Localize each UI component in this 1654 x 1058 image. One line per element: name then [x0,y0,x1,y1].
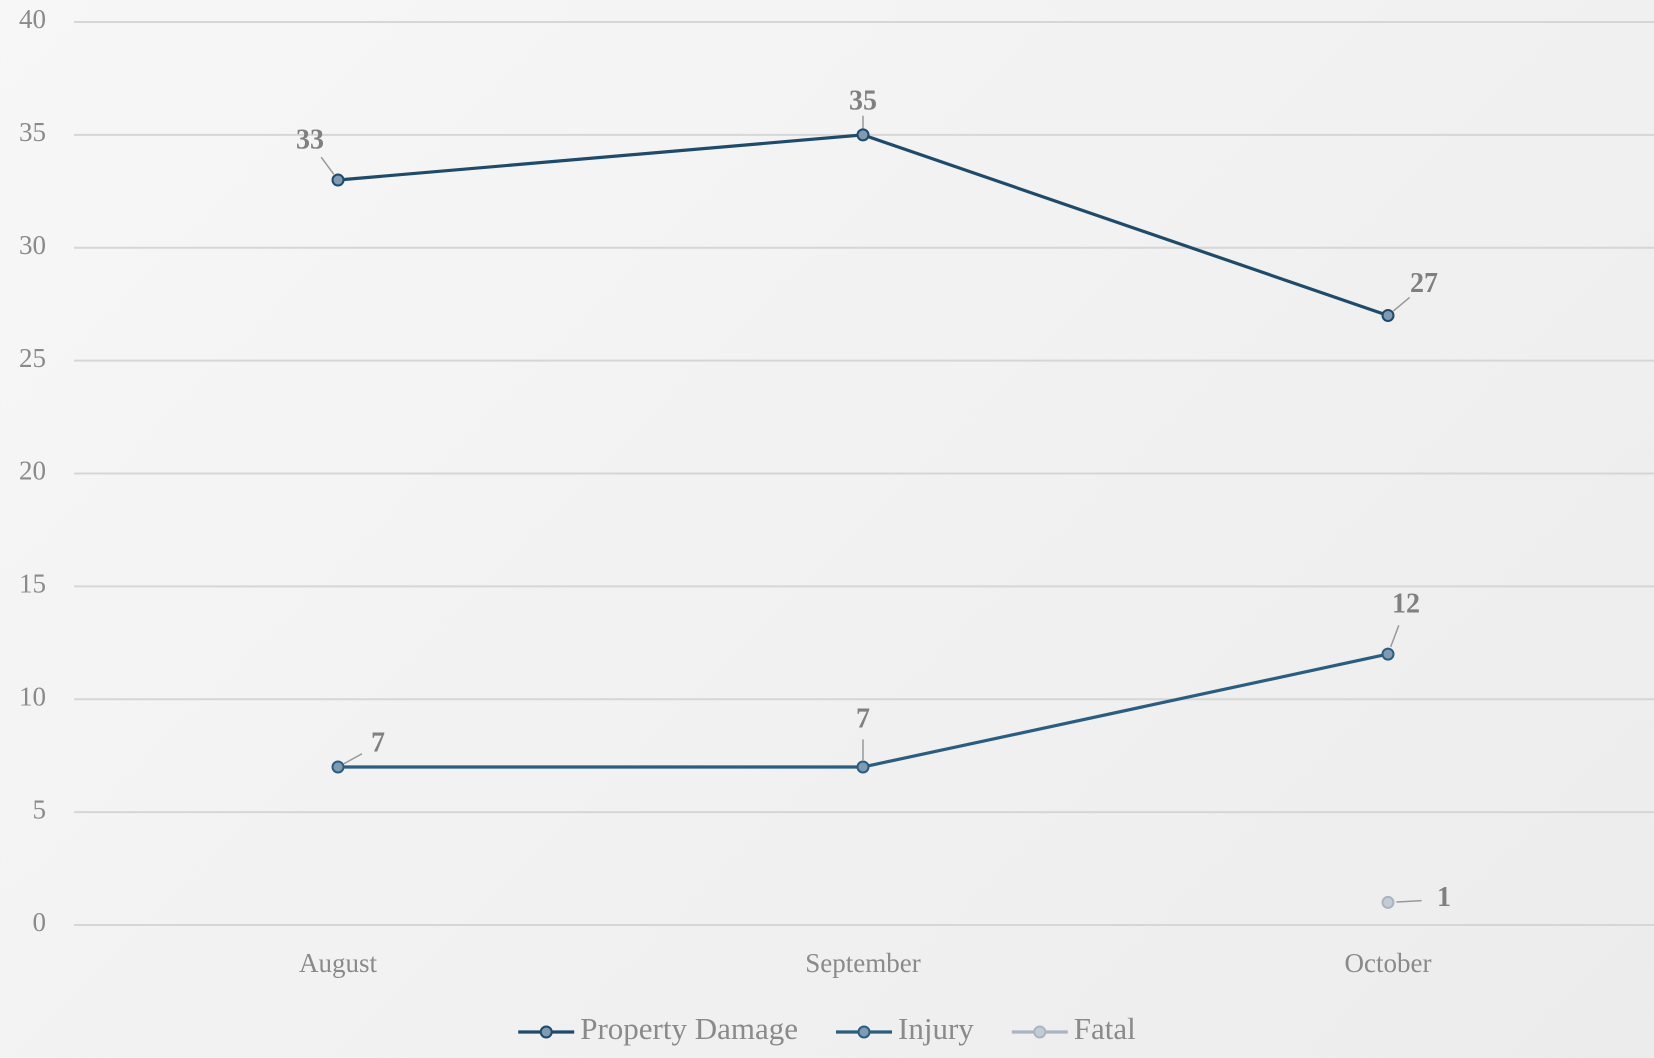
y-tick-label: 25 [19,343,46,373]
legend-label: Property Damage [580,1011,798,1046]
legend-label: Fatal [1074,1011,1136,1046]
leader-line [1392,296,1411,312]
data-point [856,128,870,142]
data-point [1381,647,1395,661]
y-tick-label: 35 [19,117,46,147]
data-point [1381,308,1395,322]
y-tick-label: 5 [33,794,47,824]
data-label: 33 [296,124,324,155]
data-label: 27 [1410,268,1438,299]
data-point [856,760,870,774]
data-point [331,173,345,187]
leader-line [1389,625,1400,648]
data-label: 7 [371,727,385,758]
legend-marker [857,1025,871,1039]
leader-line [1396,899,1422,903]
x-tick-label: September [805,948,920,978]
x-tick-label: October [1345,948,1432,978]
legend-label: Injury [898,1011,974,1046]
data-label: 1 [1437,882,1451,913]
leader-line [343,753,363,765]
y-tick-label: 0 [33,907,47,937]
data-point [1381,895,1395,909]
leader-line [320,156,335,175]
series-line [337,133,1389,317]
legend-marker [539,1025,553,1039]
x-tick-label: August [299,948,378,978]
legend-marker [1033,1025,1047,1039]
y-tick-label: 30 [19,230,46,260]
y-tick-label: 20 [19,456,46,486]
data-label: 7 [856,703,870,734]
y-tick-label: 15 [19,569,46,599]
y-tick-label: 40 [19,4,46,34]
data-label: 12 [1392,589,1420,620]
y-tick-label: 10 [19,681,46,711]
data-point [331,760,345,774]
data-label: 35 [849,85,877,116]
